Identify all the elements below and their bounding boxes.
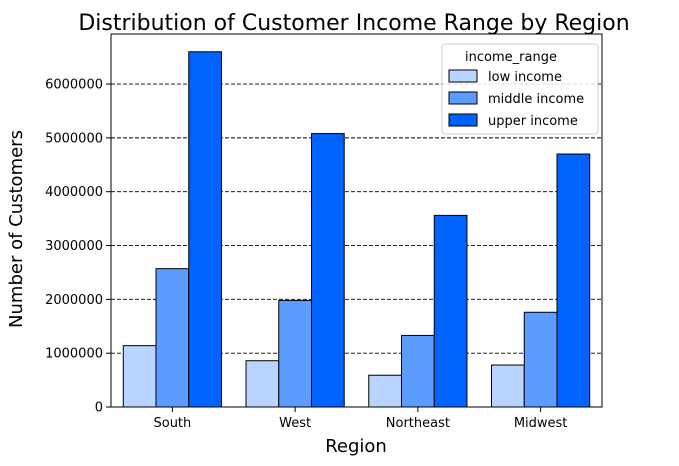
y-axis-label: Number of Customers: [6, 130, 27, 328]
bar-low-income-south: [122, 345, 157, 408]
axes-group: [110, 33, 603, 408]
legend: income_range low income middle income uppe…: [441, 43, 599, 135]
bar-low-income-midwest: [491, 364, 525, 408]
legend-frame: [441, 43, 599, 135]
x-tick-label: West: [279, 416, 311, 431]
y-tick-label: 2000000: [45, 293, 103, 308]
legend-swatch: [448, 113, 478, 127]
y-tick-label: 1000000: [45, 347, 103, 362]
x-tick-label: Northeast: [386, 416, 450, 431]
x-axis-label: Region: [325, 436, 387, 457]
bar-low-income-west: [245, 360, 280, 408]
legend-label: upper income: [488, 114, 578, 129]
y-tick-label: 5000000: [45, 131, 103, 146]
legend-swatch: [448, 69, 478, 83]
legend-label: low income: [488, 70, 562, 85]
bar-middle-income-west: [278, 299, 312, 408]
bar-upper-income-northeast: [433, 214, 468, 408]
bar-middle-income-northeast: [401, 334, 435, 408]
bar-upper-income-west: [310, 133, 345, 408]
x-tick-label: Midwest: [514, 416, 568, 431]
chart-title: Distribution of Customer Income Range by…: [78, 11, 629, 36]
y-tick-label: 6000000: [45, 78, 103, 93]
legend-label: middle income: [488, 92, 584, 107]
bars-group: [122, 51, 591, 408]
legend-title: income_range: [465, 50, 557, 65]
y-tick-label: 0: [95, 401, 103, 416]
bar-middle-income-south: [155, 268, 190, 408]
bar-upper-income-south: [188, 51, 222, 408]
y-tick-label: 4000000: [45, 185, 103, 200]
bar-low-income-northeast: [368, 374, 403, 408]
plot-frame: [110, 33, 603, 408]
bar-middle-income-midwest: [523, 311, 558, 408]
ticks-group: 0 1000000 2000000 3000000 4000000 5000000 6000…: [45, 78, 567, 431]
bar-upper-income-midwest: [556, 153, 591, 408]
y-tick-label: 3000000: [45, 239, 103, 254]
legend-swatch: [448, 91, 478, 105]
x-tick-label: South: [153, 416, 191, 431]
